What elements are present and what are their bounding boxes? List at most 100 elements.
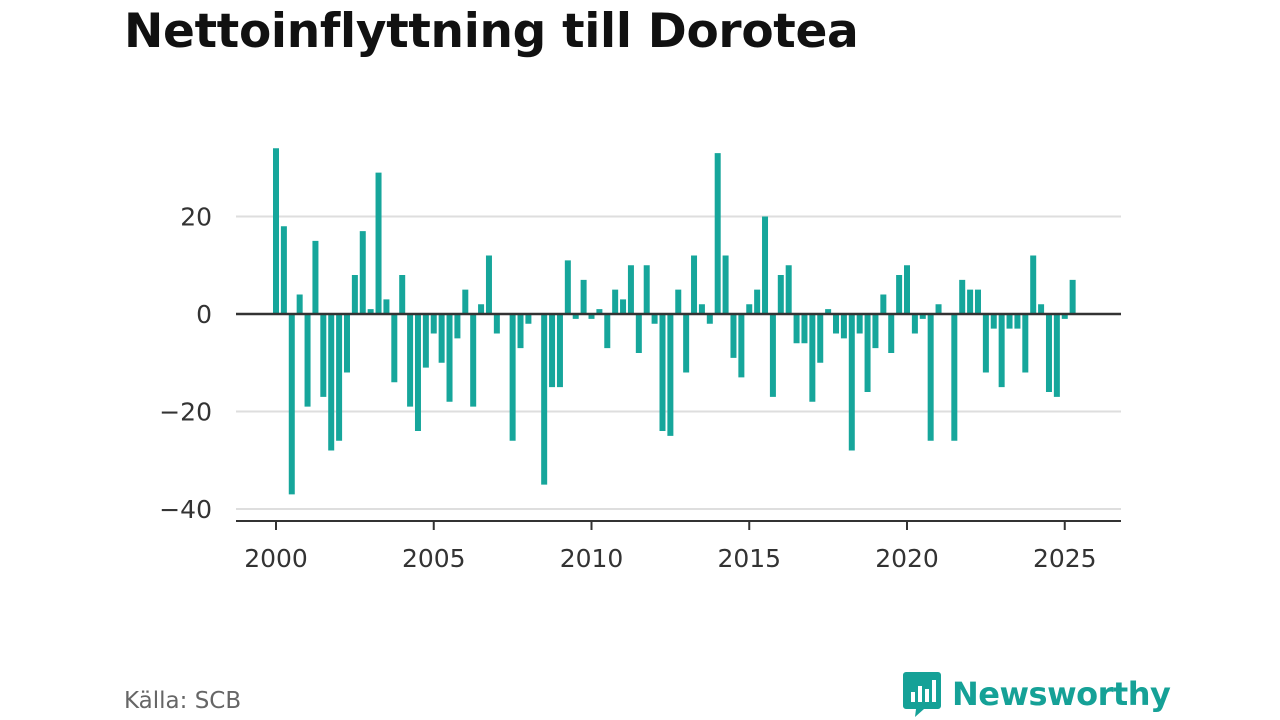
bar	[1006, 314, 1013, 329]
bar	[438, 314, 445, 363]
bar	[990, 314, 997, 329]
bar	[312, 240, 319, 314]
bar	[1030, 255, 1037, 314]
bar	[935, 304, 942, 314]
bar	[683, 314, 690, 373]
y-tick-label: 20	[180, 203, 212, 232]
bar	[809, 314, 816, 402]
bar	[367, 309, 374, 314]
bar	[746, 304, 753, 314]
bar	[541, 314, 548, 485]
bar	[304, 314, 311, 407]
bar	[959, 279, 966, 314]
bar	[1053, 314, 1060, 397]
bar	[280, 226, 287, 314]
x-tick-label: 2015	[717, 544, 781, 573]
bar	[580, 279, 587, 314]
bar	[336, 314, 343, 441]
y-tick-label: 0	[196, 300, 212, 329]
bar	[659, 314, 666, 431]
bar	[564, 260, 571, 314]
x-tick-label: 2025	[1033, 544, 1097, 573]
bar	[643, 265, 650, 314]
bar	[422, 314, 429, 368]
bar	[982, 314, 989, 373]
bar	[927, 314, 934, 441]
bar	[399, 275, 406, 314]
bar	[635, 314, 642, 353]
bar	[1038, 304, 1045, 314]
x-tick-label: 2010	[560, 544, 624, 573]
bar	[801, 314, 808, 344]
bar	[1061, 314, 1068, 319]
bar	[730, 314, 737, 358]
bar	[493, 314, 500, 334]
bar	[320, 314, 327, 397]
bar	[833, 314, 840, 334]
bar	[462, 289, 469, 314]
bar	[817, 314, 824, 363]
bar	[1069, 279, 1076, 314]
bar	[454, 314, 461, 339]
bar	[288, 314, 295, 495]
bar	[1045, 314, 1052, 392]
bar	[667, 314, 674, 436]
bar	[359, 231, 366, 314]
bar	[375, 172, 382, 314]
bar	[273, 148, 279, 314]
bar	[698, 304, 705, 314]
bar	[777, 275, 784, 314]
bar	[706, 314, 713, 324]
bar	[485, 255, 492, 314]
bar	[762, 216, 769, 314]
x-tick-label: 2020	[875, 544, 939, 573]
bar	[604, 314, 611, 349]
bar	[446, 314, 453, 402]
y-tick-label: −20	[159, 398, 212, 427]
bars	[273, 148, 1076, 495]
bar	[328, 314, 335, 451]
bar	[1022, 314, 1029, 373]
x-tick-label: 2000	[244, 544, 308, 573]
bar	[651, 314, 658, 324]
bar	[904, 265, 910, 314]
y-tick-labels: 20 0 −20 −40	[159, 203, 212, 525]
bar	[588, 314, 595, 319]
bar	[612, 289, 619, 314]
newsworthy-logo: Newsworthy	[902, 670, 1171, 718]
x-tick-label: 2005	[402, 544, 466, 573]
bar	[974, 289, 981, 314]
bar	[880, 294, 887, 314]
newsworthy-logo-text: Newsworthy	[952, 675, 1171, 713]
bar	[793, 314, 800, 344]
bar	[888, 314, 895, 353]
bar	[549, 314, 556, 388]
bar	[864, 314, 871, 392]
bar	[509, 314, 516, 441]
bar	[343, 314, 350, 373]
bar	[722, 255, 729, 314]
bar	[296, 294, 303, 314]
bar	[738, 314, 745, 378]
bar	[391, 314, 398, 383]
bar	[967, 289, 974, 314]
source-note: Källa: SCB	[124, 688, 242, 714]
bar	[351, 275, 358, 314]
bar	[714, 153, 721, 314]
bar	[627, 265, 634, 314]
bar	[383, 299, 390, 314]
gridlines	[236, 215, 1121, 510]
bar	[911, 314, 918, 334]
bar	[620, 299, 627, 314]
bar	[825, 309, 832, 314]
bar	[872, 314, 879, 349]
bar-chart: 20 0 −20 −40 2000 2005 2010 2015 2020 2025	[159, 148, 1121, 573]
bar	[785, 265, 792, 314]
bar	[675, 289, 682, 314]
x-tick-labels: 2000 2005 2010 2015 2020 2025	[244, 521, 1097, 573]
bar	[414, 314, 421, 431]
bar	[430, 314, 437, 334]
bar	[856, 314, 863, 334]
bar	[470, 314, 477, 407]
bar	[478, 304, 485, 314]
